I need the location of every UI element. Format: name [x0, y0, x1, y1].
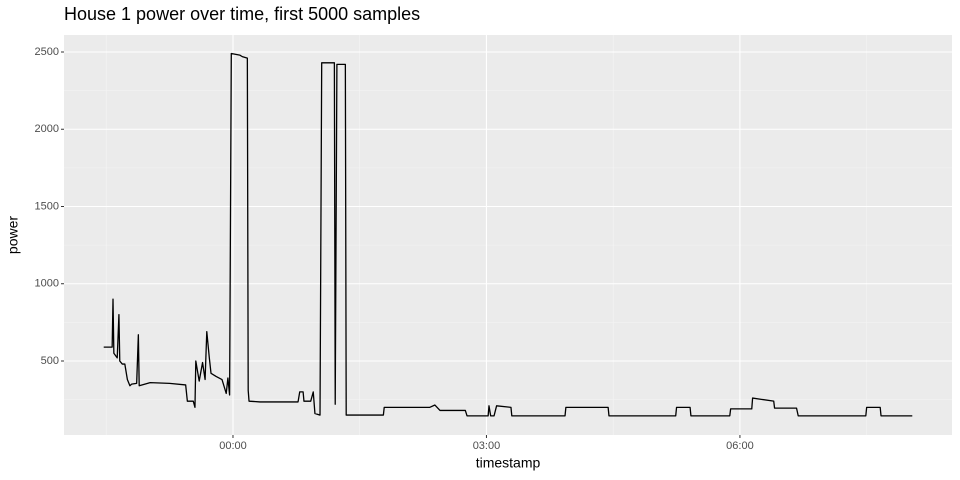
x-tick-label: 00:00: [219, 440, 247, 452]
y-axis-title: power: [5, 216, 21, 254]
y-tick-label: 500: [41, 355, 59, 367]
y-tick-label: 2000: [35, 123, 59, 135]
x-axis-title: timestamp: [476, 455, 541, 471]
plot-panel: [64, 35, 952, 435]
y-tick-label: 2500: [35, 46, 59, 58]
x-tick-label: 06:00: [726, 440, 754, 452]
y-tick-label: 1000: [35, 278, 59, 290]
series-line: [103, 52, 913, 417]
x-tick-label: 03:00: [473, 440, 501, 452]
y-tick-label: 1500: [35, 200, 59, 212]
chart-title: House 1 power over time, first 5000 samp…: [64, 4, 420, 24]
